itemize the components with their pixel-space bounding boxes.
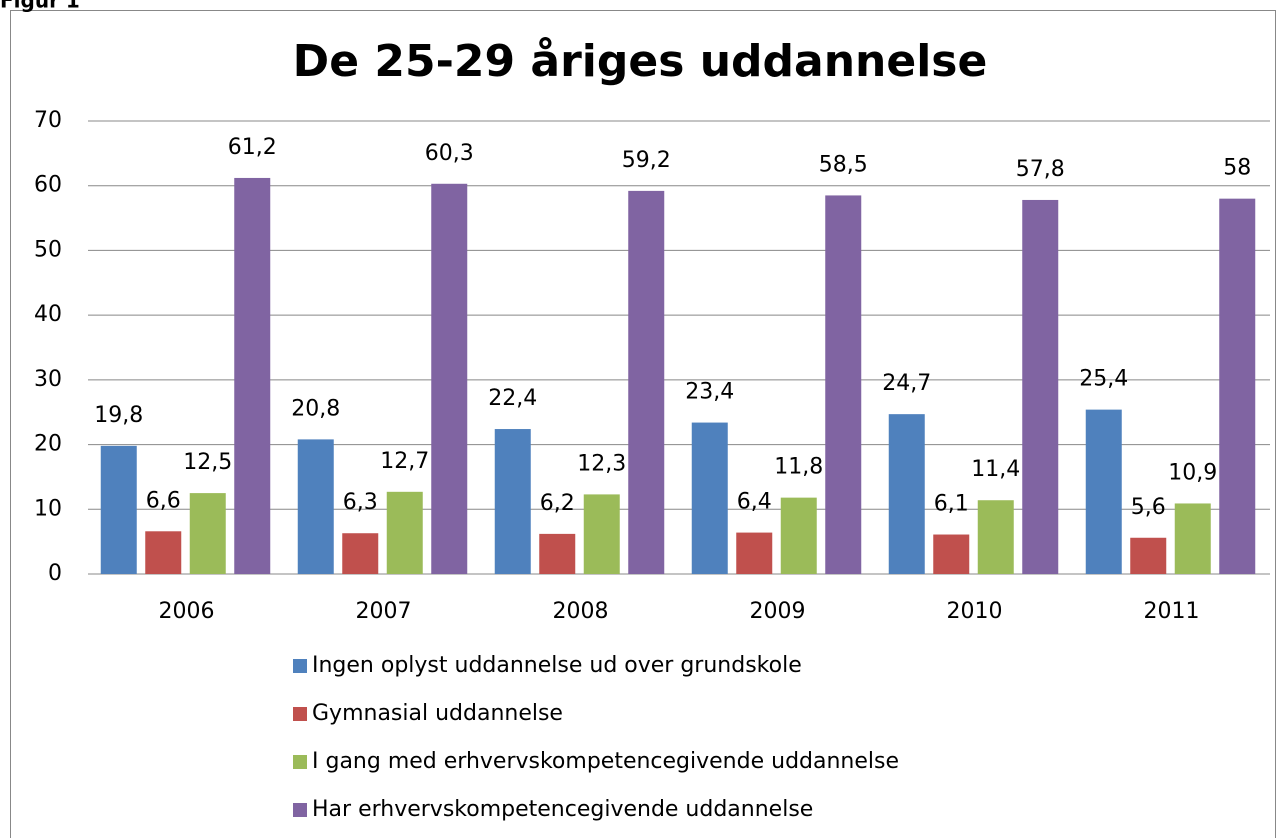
bar <box>494 429 531 574</box>
bar <box>234 177 271 574</box>
data-label: 6,2 <box>540 491 575 516</box>
bar <box>297 439 334 574</box>
bar <box>431 183 468 574</box>
legend-label: Gymnasial uddannelse <box>312 701 563 726</box>
bar <box>888 414 925 574</box>
data-label: 61,2 <box>228 135 277 160</box>
bar <box>386 491 423 574</box>
bar <box>933 534 970 574</box>
x-tick-label: 2011 <box>1144 599 1200 624</box>
x-tick-label: 2010 <box>947 599 1003 624</box>
bar <box>825 195 862 574</box>
data-label: 11,8 <box>774 455 823 480</box>
data-label: 23,4 <box>685 380 734 405</box>
legend-label: Ingen oplyst uddannelse ud over grundsko… <box>312 653 802 678</box>
data-label: 6,4 <box>737 490 772 515</box>
y-tick-label: 60 <box>34 173 62 198</box>
x-tick-label: 2007 <box>356 599 412 624</box>
x-tick-label: 2008 <box>553 599 609 624</box>
data-label: 5,6 <box>1131 495 1166 520</box>
bar <box>100 445 137 574</box>
data-label: 22,4 <box>488 386 537 411</box>
chart-title: De 25-29 åriges uddannelse <box>293 36 988 87</box>
data-label: 57,8 <box>1016 157 1065 182</box>
legend-label: I gang med erhvervskompetencegivende udd… <box>312 749 899 774</box>
bar <box>780 497 817 574</box>
data-label: 6,3 <box>343 490 378 515</box>
bar <box>1130 537 1167 574</box>
y-tick-label: 20 <box>34 432 62 457</box>
data-label: 6,1 <box>934 492 969 517</box>
y-tick-label: 70 <box>34 108 62 133</box>
legend-label: Har erhvervskompetencegivende uddannelse <box>312 797 813 822</box>
data-label: 19,8 <box>94 403 143 428</box>
legend-swatch <box>293 659 307 673</box>
data-label: 12,3 <box>577 451 626 476</box>
data-label: 59,2 <box>622 148 671 173</box>
bar <box>1022 199 1059 575</box>
bar <box>539 533 576 574</box>
data-label: 12,5 <box>183 450 232 475</box>
bar <box>977 500 1014 574</box>
data-label: 6,6 <box>146 488 181 513</box>
bar <box>691 422 728 574</box>
data-label: 24,7 <box>882 371 931 396</box>
bar <box>145 531 182 574</box>
bar <box>342 533 379 574</box>
bar <box>736 532 773 574</box>
bar <box>1219 198 1256 574</box>
y-tick-label: 10 <box>34 496 62 521</box>
bar <box>628 190 665 575</box>
data-label: 58 <box>1223 156 1251 181</box>
data-label: 58,5 <box>819 152 868 177</box>
data-label: 25,4 <box>1079 367 1128 392</box>
data-label: 20,8 <box>291 396 340 421</box>
data-label: 12,7 <box>380 449 429 474</box>
bar <box>583 494 620 574</box>
legend-swatch <box>293 755 307 769</box>
bar <box>189 493 226 574</box>
y-tick-label: 40 <box>34 302 62 327</box>
legend-swatch <box>293 803 307 817</box>
data-label: 60,3 <box>425 141 474 166</box>
x-tick-label: 2006 <box>159 599 215 624</box>
x-tick-label: 2009 <box>750 599 806 624</box>
data-label: 10,9 <box>1168 460 1217 485</box>
legend-swatch <box>293 707 307 721</box>
y-tick-label: 50 <box>34 237 62 262</box>
y-tick-label: 30 <box>34 367 62 392</box>
bar <box>1174 503 1211 574</box>
y-tick-label: 0 <box>48 561 62 586</box>
figure-label: Figur 1 <box>0 0 80 13</box>
bar <box>1085 409 1122 574</box>
data-label: 11,4 <box>971 457 1020 482</box>
